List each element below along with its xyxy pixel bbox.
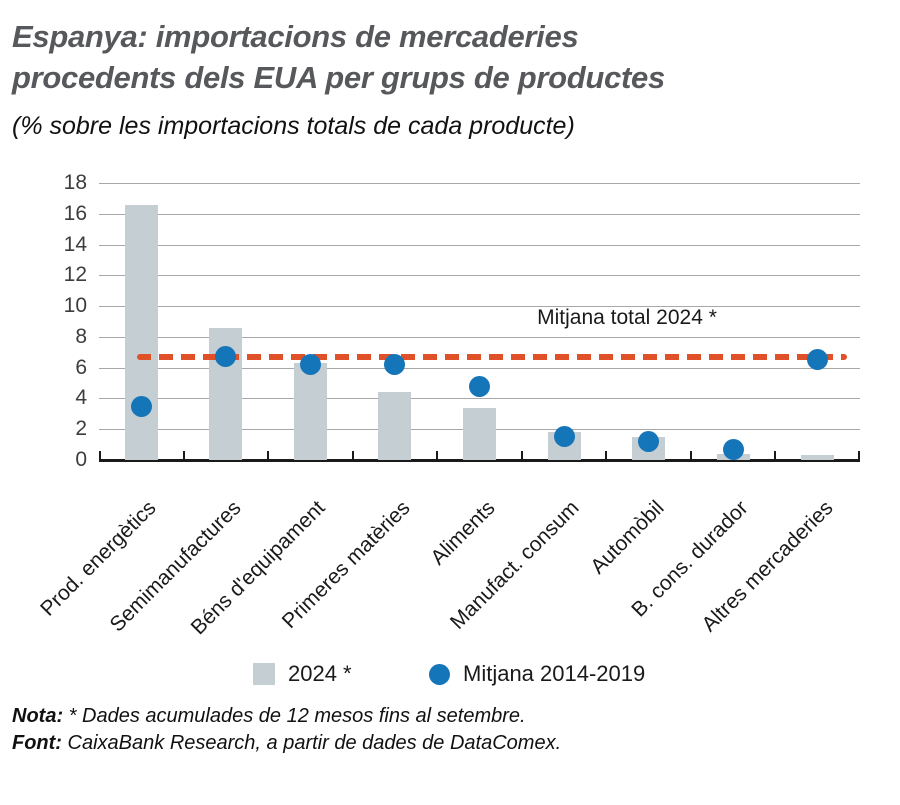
note-line: Nota: * Dades acumulades de 12 mesos fin… — [12, 703, 561, 730]
dot-6 — [553, 426, 575, 448]
y-axis-tick-label: 12 — [63, 263, 87, 287]
legend-circle-swatch — [429, 663, 450, 685]
bar-4 — [378, 392, 412, 460]
x-axis-tick — [520, 451, 523, 460]
y-axis-tick-label: 6 — [75, 355, 87, 379]
chart-title-line2: procedents dels EUA per grups de product… — [12, 60, 665, 95]
bar-9 — [801, 455, 835, 460]
gridline-y16 — [99, 213, 860, 215]
dot-1 — [130, 395, 152, 417]
chart-subtitle: (% sobre les importacions totals de cada… — [12, 112, 575, 140]
x-axis-tick — [858, 451, 860, 460]
x-axis-tick — [436, 451, 439, 460]
gridline-y4 — [99, 398, 860, 400]
dot-8 — [722, 438, 744, 460]
source-text: CaixaBank Research, a partir de dades de… — [61, 732, 562, 754]
legend-item-1: 2024 * — [253, 661, 352, 687]
gridline-y10 — [99, 306, 860, 308]
reference-line-label: Mitjana total 2024 * — [537, 306, 717, 329]
dot-4 — [384, 354, 406, 376]
x-axis-category-label: Aliments — [425, 496, 500, 570]
x-axis-tick — [99, 451, 101, 460]
dot-3 — [299, 354, 321, 376]
dot-5 — [469, 375, 490, 397]
y-axis-tick-label: 18 — [63, 171, 87, 194]
legend-item-2: Mitjana 2014-2019 — [429, 661, 645, 687]
dot-2 — [215, 346, 237, 368]
chart-title: Espanya: importacions de mercaderies pro… — [12, 16, 665, 98]
y-axis-tick-label: 16 — [63, 201, 87, 225]
reference-line — [137, 353, 847, 360]
legend-label: Mitjana 2014-2019 — [463, 661, 646, 686]
bar-1 — [124, 204, 158, 460]
gridline-y8 — [99, 336, 860, 338]
legend-square-swatch — [253, 663, 275, 685]
gridline-y18 — [99, 183, 860, 184]
gridline-y6 — [99, 367, 860, 369]
source-label: Font: — [12, 732, 62, 754]
legend: 2024 * Mitjana 2014-2019 — [0, 661, 900, 689]
footer-notes: Nota: * Dades acumulades de 12 mesos fin… — [12, 703, 561, 757]
gridline-y14 — [99, 244, 860, 246]
y-axis-tick-label: 14 — [63, 232, 87, 256]
chart-title-line1: Espanya: importacions de mercaderies — [12, 19, 579, 54]
dot-9 — [807, 349, 829, 371]
bar-5 — [463, 407, 496, 460]
source-line: Font: CaixaBank Research, a partir de da… — [12, 730, 561, 757]
note-label: Nota: — [12, 705, 64, 727]
legend-label: 2024 * — [288, 661, 352, 686]
x-axis-tick — [605, 451, 608, 460]
gridline-y12 — [99, 275, 860, 277]
x-axis-tick — [182, 451, 185, 460]
x-axis-tick — [689, 451, 692, 460]
dot-7 — [638, 431, 660, 453]
x-axis-line — [99, 459, 860, 462]
y-axis-tick-label: 10 — [63, 294, 87, 318]
y-axis-tick-label: 2 — [75, 417, 87, 441]
note-text: * Dades acumulades de 12 mesos fins al s… — [63, 705, 526, 727]
y-axis-tick-label: 0 — [75, 448, 87, 471]
bar-3 — [293, 363, 327, 460]
y-axis-tick-label: 4 — [75, 386, 87, 410]
x-axis-category-label: Automòbil — [585, 496, 669, 579]
x-axis-tick — [774, 451, 777, 460]
y-axis-tick-label: 8 — [75, 324, 87, 348]
x-axis-tick — [351, 451, 354, 460]
plot-area: 0 2 4 6 8 10 12 14 16 18 Mitjana total 2024 * Prod.… — [36, 171, 860, 639]
x-axis-tick — [267, 451, 270, 460]
